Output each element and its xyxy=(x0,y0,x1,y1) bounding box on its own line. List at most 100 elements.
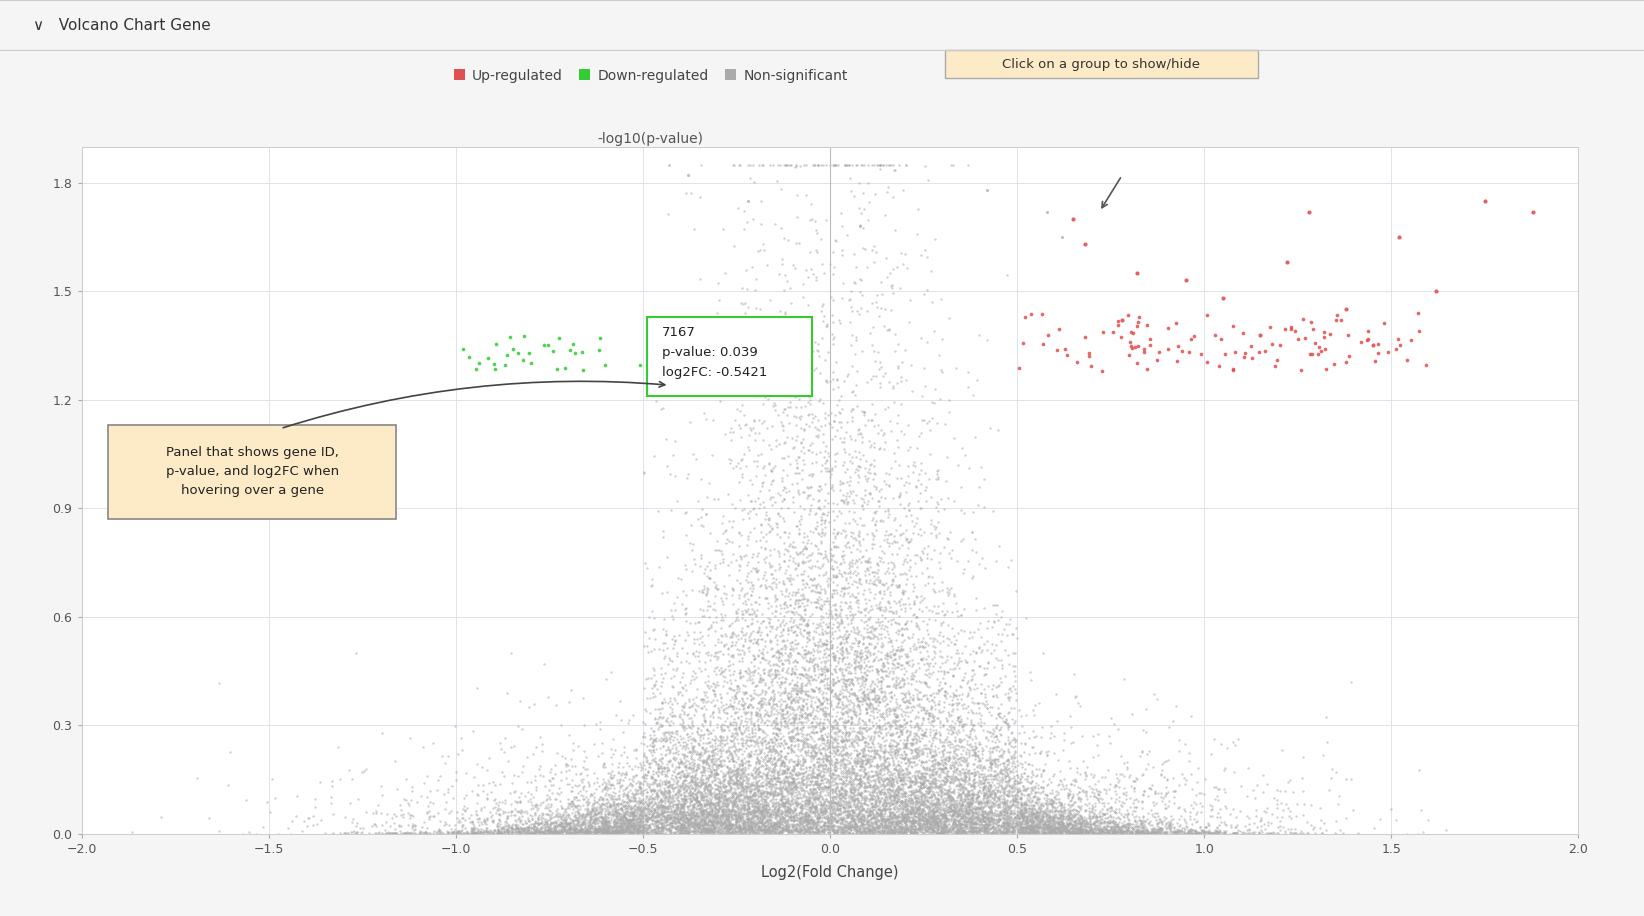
Point xyxy=(661,826,687,841)
Point xyxy=(733,738,760,753)
Point xyxy=(848,814,875,829)
Point xyxy=(625,802,651,816)
Point xyxy=(713,706,740,721)
Point xyxy=(686,783,712,798)
Point xyxy=(684,772,710,787)
Point xyxy=(940,771,967,786)
Point xyxy=(1000,824,1026,839)
Point xyxy=(725,777,751,791)
Point xyxy=(931,664,957,679)
Point xyxy=(705,582,732,596)
Point xyxy=(602,804,628,819)
Point xyxy=(940,762,967,777)
Point xyxy=(774,791,801,806)
Point xyxy=(582,822,608,836)
Point xyxy=(801,805,827,820)
Point xyxy=(922,825,949,840)
Point xyxy=(590,823,616,837)
Point xyxy=(589,802,615,816)
Point xyxy=(916,784,942,799)
Point xyxy=(973,791,1000,805)
Point xyxy=(1268,819,1294,834)
Point xyxy=(804,692,830,706)
Point xyxy=(873,728,899,743)
Point xyxy=(796,816,822,831)
Point xyxy=(671,824,697,839)
Point xyxy=(832,791,858,805)
Point xyxy=(1093,823,1120,838)
Point xyxy=(418,825,444,840)
Point xyxy=(829,753,855,768)
Point xyxy=(945,696,972,711)
Point xyxy=(750,648,776,662)
Point xyxy=(830,689,857,703)
Point xyxy=(820,649,847,663)
Point xyxy=(875,755,901,769)
Point xyxy=(804,803,830,818)
Point xyxy=(710,815,737,830)
Point xyxy=(993,814,1019,829)
Point xyxy=(1009,817,1036,832)
Point xyxy=(924,785,950,800)
Point xyxy=(1000,789,1026,803)
Point xyxy=(1006,818,1032,833)
Point xyxy=(730,787,756,802)
Point xyxy=(1133,362,1159,376)
Point xyxy=(825,795,852,810)
Point xyxy=(750,799,776,813)
Point xyxy=(672,763,699,778)
Point xyxy=(610,821,636,835)
Point xyxy=(687,786,713,801)
Point xyxy=(1182,824,1208,839)
Point xyxy=(1164,825,1190,840)
Point xyxy=(776,775,802,790)
Point xyxy=(881,746,907,760)
Point xyxy=(654,732,681,747)
Point xyxy=(935,779,962,793)
Point xyxy=(817,801,843,815)
Point xyxy=(824,583,850,597)
Point xyxy=(958,739,985,754)
Point xyxy=(1111,795,1138,810)
Point xyxy=(750,804,776,819)
Point xyxy=(764,802,791,816)
Point xyxy=(857,486,883,501)
Point xyxy=(768,706,794,721)
Point xyxy=(776,777,802,791)
Point xyxy=(853,780,880,794)
Point xyxy=(919,822,945,836)
Point xyxy=(671,809,697,823)
Point xyxy=(901,594,927,608)
Point xyxy=(623,804,649,819)
Point xyxy=(988,805,1014,820)
Point xyxy=(515,793,541,808)
Point xyxy=(917,706,944,721)
Point xyxy=(778,724,804,738)
Point xyxy=(881,652,907,667)
Point xyxy=(1032,825,1059,840)
Point xyxy=(871,796,898,811)
Point xyxy=(626,756,653,770)
Point xyxy=(643,765,669,780)
Point xyxy=(838,810,865,824)
Point xyxy=(852,820,878,834)
Point xyxy=(937,788,963,802)
Point xyxy=(684,806,710,821)
Point xyxy=(804,823,830,838)
Point xyxy=(820,789,847,803)
Point xyxy=(884,783,911,798)
Point xyxy=(569,812,595,826)
Point xyxy=(919,770,945,785)
Point xyxy=(620,818,646,833)
Point xyxy=(888,397,914,411)
Point xyxy=(865,774,891,789)
Point xyxy=(769,766,796,780)
Point xyxy=(717,747,743,761)
Point xyxy=(590,825,616,840)
Point xyxy=(802,822,829,836)
Point xyxy=(764,814,791,829)
Point xyxy=(778,809,804,823)
Point xyxy=(488,825,515,840)
Point xyxy=(1309,826,1335,841)
Point xyxy=(921,775,947,790)
